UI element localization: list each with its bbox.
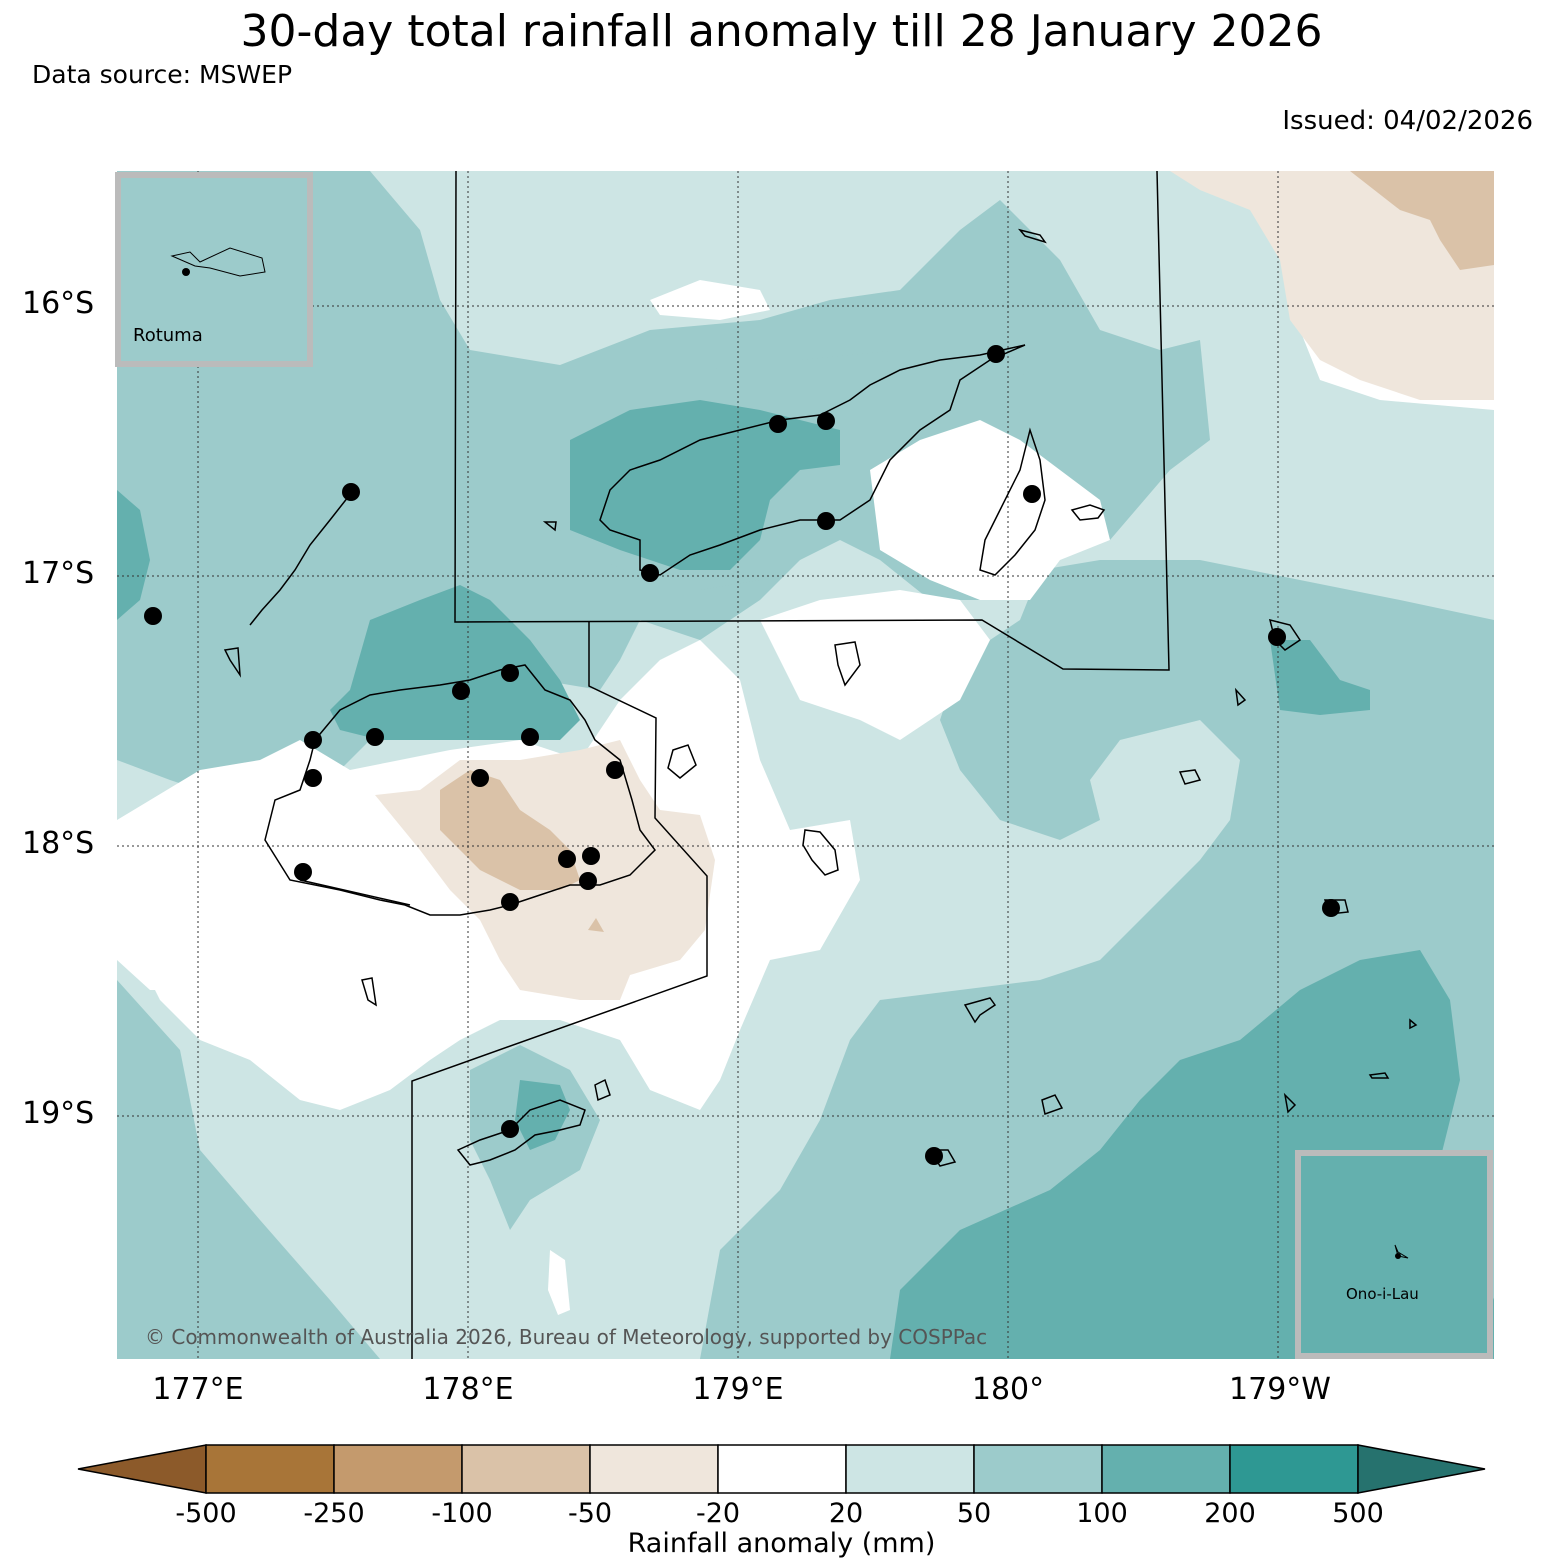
contour-dry-ne-deep [1350,171,1494,270]
rotuma-label: Rotuma [133,325,203,346]
contour-100-200-north [570,400,840,570]
station-dot [501,893,519,911]
station-dot [452,682,470,700]
contour-neutral-east [760,590,990,740]
map-title: 30-day total rainfall anomaly till 28 Ja… [240,6,1323,57]
station-dot [501,1120,519,1138]
station-dot [769,415,787,433]
division-boundaries [299,170,1170,1359]
station-dot [501,664,519,682]
colorbar-bin [1101,1444,1231,1494]
colorbar-bin [1229,1444,1359,1494]
lat-label-17s: 17°S [22,556,95,591]
lat-label-18s: 18°S [22,826,95,861]
totoya-coast [1041,1094,1064,1115]
contour-dry-small [588,918,604,932]
station-dot [558,850,576,868]
station-markers [144,345,1340,1165]
station-dot [1268,628,1286,646]
graticule [117,171,1494,1359]
station-dot [366,728,384,746]
station-dot [294,863,312,881]
station-dot [144,607,162,625]
colorbar-bin [589,1444,719,1494]
vanua-levu-coast [599,344,1026,576]
colorbar-tick: 500 [1332,1498,1384,1529]
station-dot [471,769,489,787]
colorbar-bin [205,1444,335,1494]
colorbar-tick: -500 [175,1498,237,1529]
lat-label-16s: 16°S [22,286,95,321]
viti-levu-coast [264,664,656,916]
station-dot [582,847,600,865]
ono-i-lau-label: Ono-i-Lau [1346,1285,1419,1303]
station-dot [817,512,835,530]
lon-label-177e: 177°E [152,1372,244,1407]
colorbar-tick: 20 [828,1498,864,1529]
lakeba-coast [1178,769,1202,785]
colorbar-tick: 100 [1076,1498,1128,1529]
contour-50-100-west-lower [117,980,380,1359]
colorbar-tick: -250 [303,1498,365,1529]
contour-neutral-left [117,860,250,990]
colorbar-tick: 200 [1204,1498,1256,1529]
copyright-text: © Commonwealth of Australia 2026, Bureau… [145,1325,987,1349]
ono-i-lau-inset [1295,1150,1493,1359]
contour-neutral-mid [870,420,1110,600]
lon-label-179w: 179°W [1229,1372,1331,1407]
station-dot [1023,485,1041,503]
colorbar-extend-right [1357,1444,1486,1494]
station-dot [987,345,1005,363]
contour-100-200-east [1270,640,1370,715]
lon-label-180: 180° [971,1372,1045,1407]
contour-dry-ne [1170,171,1494,400]
issued-date: Issued: 04/02/2026 [1282,106,1533,136]
colorbar-bin [717,1444,847,1494]
colorbar-title: Rainfall anomaly (mm) [627,1528,936,1559]
colorbar-tick: -50 [567,1498,613,1529]
colorbar-tick: -100 [431,1498,493,1529]
station-dot [606,761,624,779]
contour-dry-50-100 [440,770,580,890]
ovalau-coast [667,744,697,779]
koro-coast [834,641,861,687]
station-dot [579,872,597,890]
colorbar-tick: -20 [695,1498,741,1529]
colorbar-bin [461,1444,591,1494]
colorbar-bin [845,1444,975,1494]
contour-100-200-west-edge [117,490,150,620]
moala-coast [963,997,997,1024]
colorbar-extend-left [77,1444,207,1494]
lat-label-19s: 19°S [22,1096,95,1131]
small-islands-coast [223,228,1418,1114]
data-source-label: Data source: MSWEP [32,60,293,89]
colorbar-bin [973,1444,1103,1494]
contour-100-200-central [330,585,580,740]
station-dot [304,769,322,787]
colorbar-tick: 50 [956,1498,992,1529]
station-dot [521,728,539,746]
contour-neutral-top [650,280,770,320]
lon-label-178e: 178°E [422,1372,514,1407]
colorbar [77,1444,1486,1494]
colorbar-bin [333,1444,463,1494]
station-dot [641,564,659,582]
station-dot [1322,899,1340,917]
contour-100-200-south [515,1080,570,1150]
lon-label-179e: 179°E [692,1372,784,1407]
station-dot [304,731,322,749]
contour-neutral-south [548,1250,570,1315]
rotuma-inset [115,172,313,367]
station-dot [342,483,360,501]
gau-coast [802,829,839,876]
station-dot [817,412,835,430]
station-dot [925,1147,943,1165]
taveuni-coast [979,427,1046,576]
yasawa-coast [249,491,353,626]
